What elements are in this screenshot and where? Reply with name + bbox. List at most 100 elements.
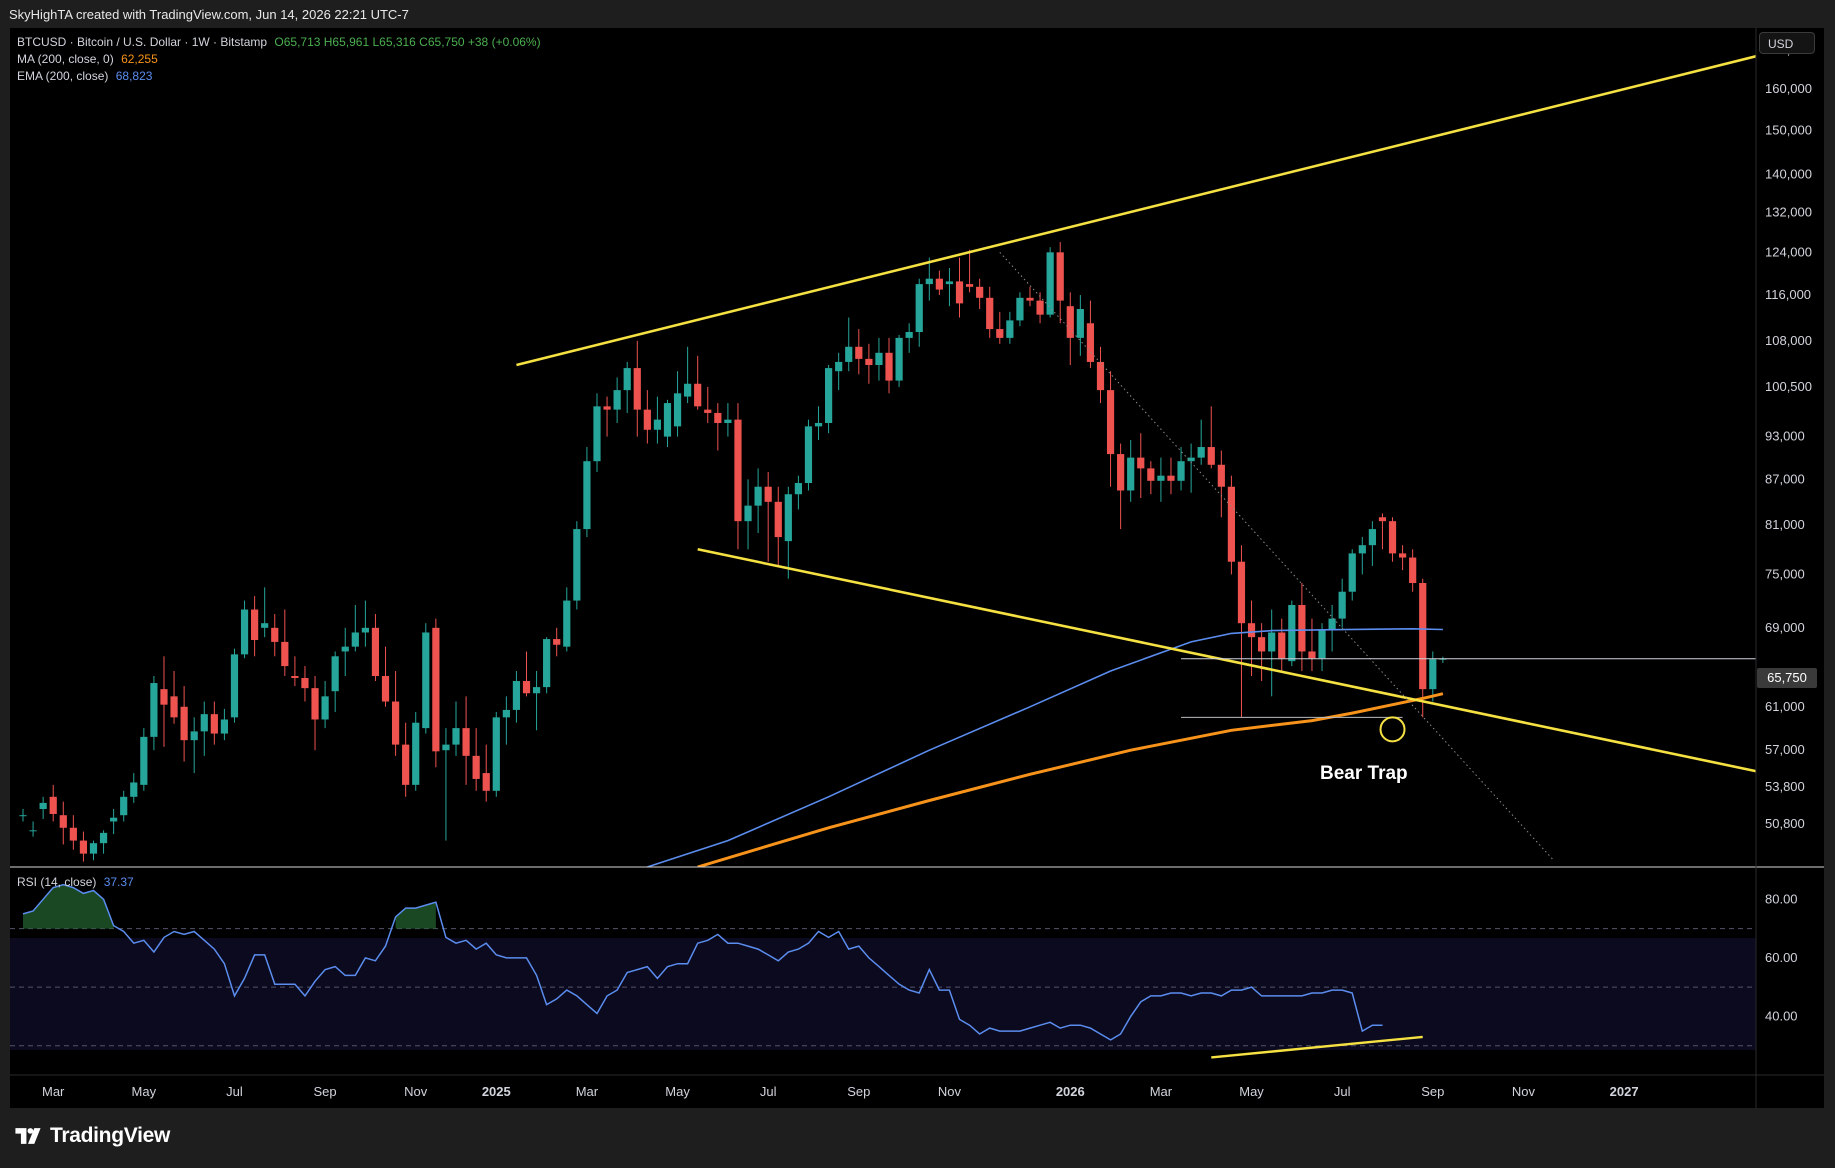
rsi-line	[22, 883, 1383, 1041]
candle-up	[895, 337, 903, 381]
candle-down	[1167, 475, 1175, 481]
candle-up	[1046, 252, 1054, 315]
candle-up	[945, 281, 954, 285]
candle-down	[1086, 323, 1095, 362]
time-tick-label: Nov	[938, 1084, 962, 1099]
ema-legend[interactable]: EMA (200, close) 68,823	[17, 69, 156, 83]
candle-up	[613, 390, 621, 410]
rsi-legend[interactable]: RSI (14, close) 37.37	[17, 875, 138, 889]
candle-down	[704, 409, 712, 413]
symbol-legend[interactable]: BTCUSD · Bitcoin / U.S. Dollar · 1W · Bi…	[17, 35, 545, 49]
ohlc-values: O65,713 H65,961 L65,316 C65,750 +38 (+0.…	[274, 35, 541, 49]
candle-up	[341, 646, 349, 652]
candle-down	[1217, 464, 1225, 487]
candle-down	[180, 706, 188, 741]
candle-up	[724, 419, 732, 423]
candle-down	[935, 278, 943, 290]
dotted-trendline	[999, 251, 1555, 861]
time-tick-label: Nov	[1512, 1084, 1536, 1099]
candle-up	[140, 736, 148, 785]
candle-down	[1237, 561, 1246, 624]
candle-down	[1247, 623, 1256, 638]
candle-down	[1147, 468, 1155, 481]
time-tick-label: May	[132, 1084, 157, 1099]
candle-down	[59, 815, 67, 828]
candle-up	[512, 681, 521, 710]
currency-selector[interactable]: USD	[1759, 32, 1815, 54]
time-tick-label: 2026	[1056, 1084, 1085, 1099]
candle-up	[130, 782, 138, 797]
candle-down	[764, 486, 772, 502]
candle-down	[714, 412, 722, 423]
price-tick-label: 132,000	[1765, 204, 1812, 219]
rsi-value: 37.37	[103, 875, 134, 889]
candle-up	[220, 719, 228, 734]
candle-down	[381, 676, 390, 702]
price-tick-label: 160,000	[1765, 81, 1812, 96]
candle-down	[301, 678, 309, 689]
candle-down	[996, 329, 1004, 338]
candle-down	[603, 406, 611, 410]
candle-up	[452, 728, 460, 745]
candle-up	[794, 483, 802, 495]
candle-down	[1419, 583, 1427, 690]
candle-up	[1358, 545, 1366, 554]
candle-up	[532, 687, 541, 694]
price-tick-label: 124,000	[1765, 244, 1812, 259]
candle-down	[855, 346, 863, 359]
rsi-divergence-line	[1211, 1035, 1423, 1059]
candle-up	[835, 361, 843, 372]
price-tick-label: 75,000	[1765, 566, 1805, 581]
candle-down	[472, 755, 480, 779]
current-price-tag: 65,750	[1757, 668, 1817, 688]
candle-down	[170, 696, 178, 718]
candle-up	[331, 656, 339, 692]
trendline	[516, 54, 1756, 367]
ema-label: EMA (200, close)	[17, 69, 109, 83]
candle-up	[1016, 297, 1024, 321]
candle-down	[1378, 517, 1387, 522]
candle-down	[1137, 457, 1145, 469]
ma-legend[interactable]: MA (200, close, 0) 62,255	[17, 52, 162, 66]
candle-down	[432, 627, 440, 752]
candle-up	[814, 422, 823, 427]
price-tick-label: 53,800	[1765, 779, 1805, 794]
candle-up	[1076, 309, 1084, 338]
candle-up	[321, 696, 329, 720]
time-tick-label: 2027	[1610, 1084, 1639, 1099]
candle-up	[240, 609, 249, 655]
candle-up	[1197, 447, 1205, 458]
candle-up	[1127, 457, 1135, 491]
price-pane	[19, 54, 1756, 867]
time-tick-label: Sep	[1421, 1084, 1444, 1099]
top-bar: SkyHighTA created with TradingView.com, …	[0, 0, 1835, 28]
candle-up	[89, 843, 98, 854]
time-tick-label: 2025	[482, 1084, 511, 1099]
ma-200-line	[697, 692, 1444, 867]
tradingview-logo-icon	[15, 1128, 41, 1144]
ema-200-line	[647, 627, 1443, 867]
time-tick-label: Sep	[847, 1084, 870, 1099]
tradingview-logo[interactable]: TradingView	[12, 1124, 170, 1148]
candle-up	[583, 461, 591, 530]
ema-value: 68,823	[115, 69, 153, 83]
time-tick-label: Jul	[1334, 1084, 1351, 1099]
candle-down	[391, 701, 400, 745]
candle-down	[402, 744, 410, 785]
candle-up	[422, 632, 430, 729]
candle-down	[1227, 486, 1235, 562]
candle-down	[885, 352, 893, 381]
candle-up	[623, 368, 631, 391]
price-tick-label: 69,000	[1765, 620, 1805, 635]
candle-up	[1348, 553, 1356, 592]
candle-down	[633, 368, 641, 410]
candle-down	[976, 286, 984, 298]
candle-up	[744, 505, 752, 522]
time-tick-label: Mar	[576, 1084, 599, 1099]
time-tick-label: May	[665, 1084, 690, 1099]
candle-down	[1278, 632, 1286, 659]
candle-down	[694, 383, 702, 407]
candle-up	[563, 600, 571, 647]
